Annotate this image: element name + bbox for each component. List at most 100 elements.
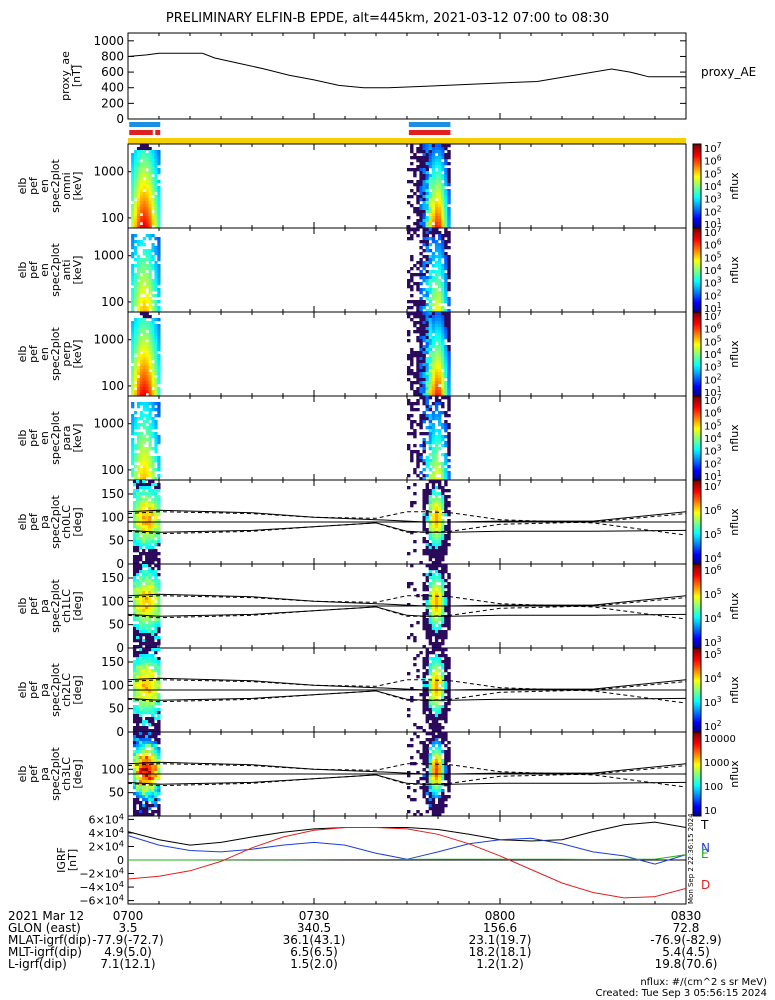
spectrogram-pixel <box>447 216 451 220</box>
spectrogram-pixel <box>148 768 152 772</box>
spectrogram-pixel <box>428 324 433 328</box>
spectrogram-pixel <box>154 552 158 556</box>
spectrogram-pixel <box>438 507 442 511</box>
spec-perp-ylabel-line: elb <box>16 346 29 363</box>
spectrogram-pixel <box>157 168 161 172</box>
spectrogram-pixel <box>434 450 439 454</box>
spectrogram-pixel <box>145 768 149 772</box>
spectrogram-pixel <box>416 303 420 307</box>
spectrogram-pixel <box>422 498 426 502</box>
spectrogram-pixel <box>142 762 146 766</box>
spectrogram-pixel <box>157 756 161 760</box>
colorbar-segment <box>693 656 701 659</box>
science-zone-bar-yellow <box>128 138 686 144</box>
spectrogram-pixel <box>410 564 414 568</box>
spectrogram-pixel <box>139 168 144 172</box>
spectrogram-pixel <box>447 153 451 157</box>
spectrogram-pixel <box>444 597 448 601</box>
spectrogram-pixel <box>428 363 433 367</box>
pa-ch2LC-ylabel-line: pef <box>27 680 40 699</box>
spectrogram-pixel <box>148 510 152 514</box>
spectrogram-pixel <box>434 327 439 331</box>
spectrogram-pixel <box>135 549 140 553</box>
spectrogram-pixel <box>434 600 439 604</box>
proxy-ae-ytick-label: 400 <box>101 81 124 95</box>
spectrogram-pixel <box>145 432 149 436</box>
spectrogram-pixel <box>136 333 141 337</box>
spectrogram-pixel <box>434 534 439 538</box>
spectrogram-pixel <box>148 336 152 340</box>
spectrogram-pixel <box>154 810 158 814</box>
spectrogram-pixel <box>431 336 436 340</box>
spectrogram-pixel <box>441 654 445 658</box>
spectrogram-pixel <box>157 213 161 217</box>
spectrogram-pixel <box>425 585 429 589</box>
spectrogram-pixel <box>157 666 161 670</box>
colorbar-segment <box>693 509 701 512</box>
spectrogram-pixel <box>139 486 143 490</box>
spectrogram-pixel <box>447 333 451 337</box>
spectrogram-pixel <box>151 420 155 424</box>
spectrogram-pixel <box>447 282 451 286</box>
spectrogram-pixel <box>142 705 146 709</box>
spectrogram-pixel <box>425 432 429 436</box>
spectrogram-pixel <box>410 312 414 316</box>
spectrogram-pixel <box>444 435 448 439</box>
colorbar-segment <box>693 446 701 449</box>
proxy-ae-ylabel-line: proxy_ae <box>59 51 72 101</box>
spectrogram-pixel <box>154 432 158 436</box>
spectrogram-pixel <box>135 792 140 796</box>
spectrogram-pixel <box>135 582 140 586</box>
spectrogram-pixel <box>425 270 429 274</box>
pa-ch2LC-ylabel-line: elb <box>16 682 29 699</box>
spectrogram-pixel <box>422 747 426 751</box>
spectrogram-pixel <box>136 306 141 310</box>
spectrogram-pixel <box>434 768 439 772</box>
spectrogram-pixel <box>438 330 442 334</box>
spectrogram-pixel <box>136 390 141 394</box>
spectrogram-pixel <box>431 666 436 670</box>
spectrogram-pixel <box>132 720 137 724</box>
spectrogram-pixel <box>422 237 426 241</box>
colorbar-segment <box>693 685 701 689</box>
spectrogram-pixel <box>131 423 135 427</box>
spectrogram-pixel <box>422 684 426 688</box>
footer-value: 18.2(18.1) <box>469 945 532 959</box>
spectrogram-pixel <box>428 543 433 547</box>
spectrogram-pixel <box>428 297 433 301</box>
spectrogram-pixel <box>425 717 429 721</box>
spectrogram-pixel <box>447 213 451 217</box>
spectrogram-pixel <box>410 180 414 184</box>
spectrogram-pixel <box>434 453 439 457</box>
spectrogram-pixel <box>425 603 429 607</box>
spectrogram-pixel <box>428 291 433 295</box>
spectrogram-pixel <box>145 192 149 196</box>
spectrogram-pixel <box>136 465 141 469</box>
spectrogram-pixel <box>154 276 158 280</box>
spectrogram-pixel <box>145 696 149 700</box>
colorbar-segment <box>693 757 701 760</box>
spectrogram-pixel <box>148 543 152 547</box>
spectrogram-pixel <box>145 660 149 664</box>
spectrogram-pixel <box>145 609 149 613</box>
spectrogram-pixel <box>151 405 155 409</box>
spectrogram-pixel <box>157 264 161 268</box>
spectrogram-pixel <box>136 264 141 268</box>
spectrogram-pixel <box>441 534 445 538</box>
spectrogram-pixel <box>154 162 158 166</box>
spectrogram-pixel <box>425 312 429 316</box>
spectrogram-pixel <box>148 513 152 517</box>
spectrogram-pixel <box>151 690 155 694</box>
spectrogram-pixel <box>447 288 451 292</box>
spectrogram-pixel <box>148 675 152 679</box>
spectrogram-pixel <box>139 711 143 715</box>
spectrogram-pixel <box>447 201 451 205</box>
spectrogram-pixel <box>154 774 158 778</box>
spectrogram-pixel <box>444 498 448 502</box>
spectrogram-pixel <box>142 288 146 292</box>
spectrogram-pixel <box>148 342 152 346</box>
spectrogram-pixel <box>145 363 149 367</box>
spectrogram-pixel <box>419 387 423 391</box>
spectrogram-pixel <box>148 669 152 673</box>
spectrogram-pixel <box>145 645 149 649</box>
